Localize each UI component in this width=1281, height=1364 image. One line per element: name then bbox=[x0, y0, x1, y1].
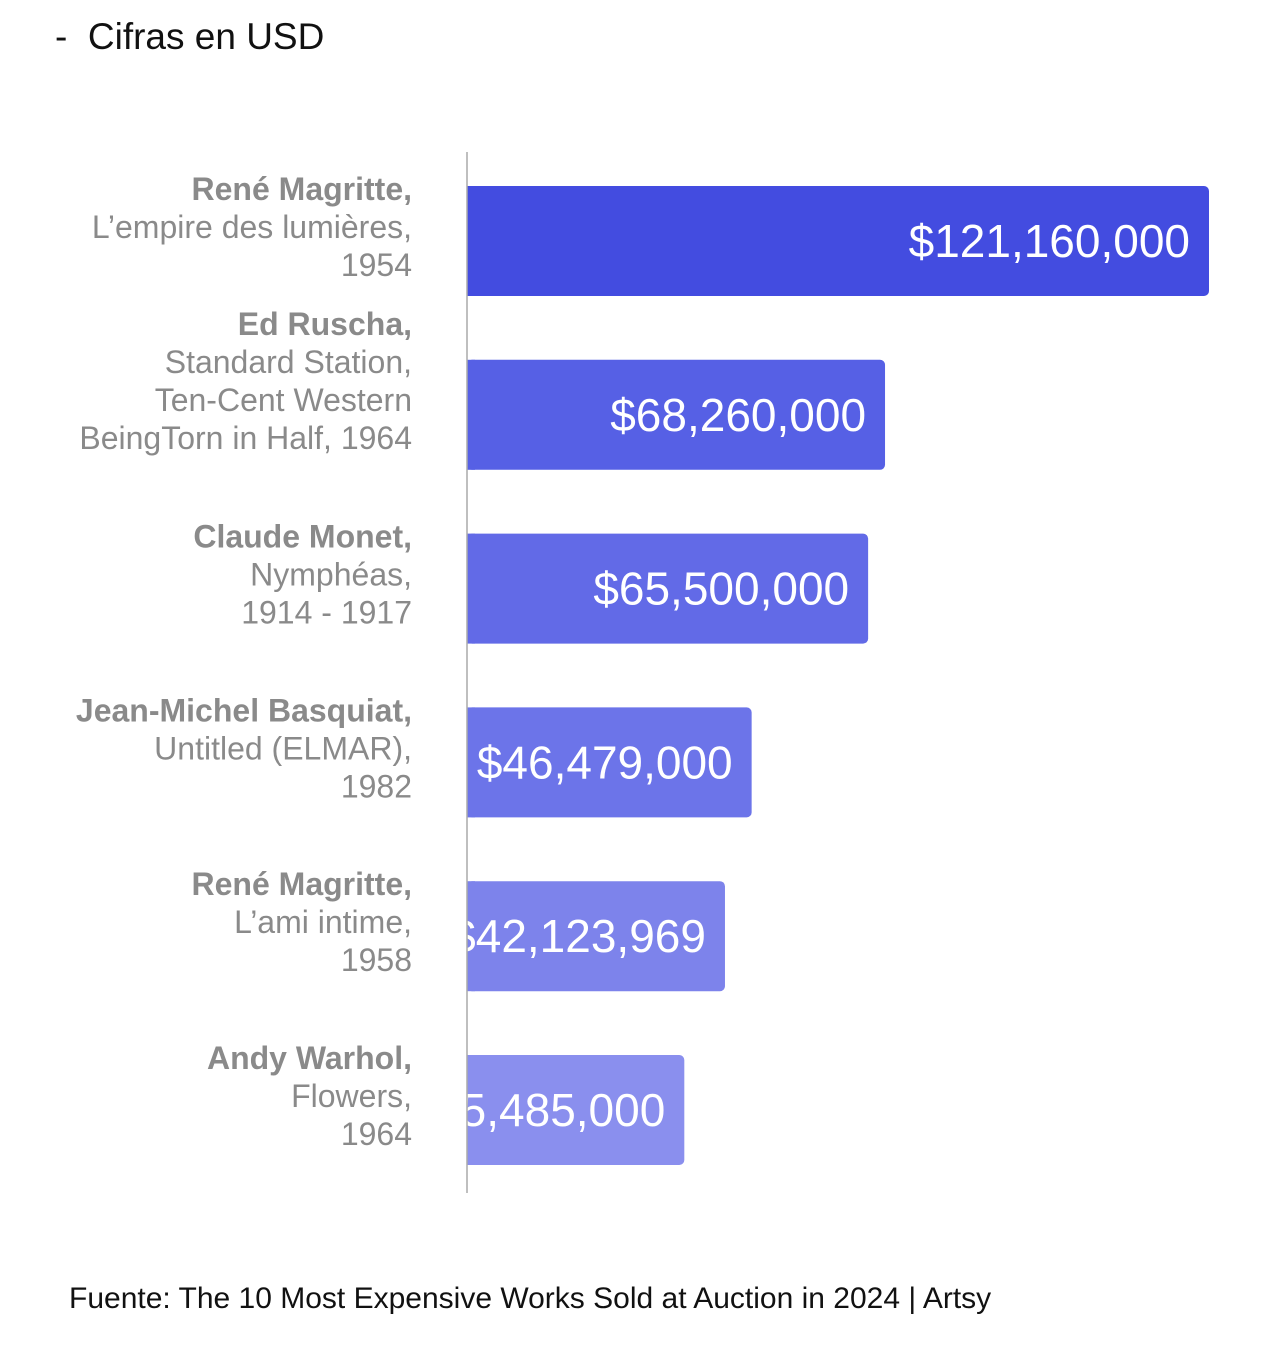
category-artist-label: René Magritte, bbox=[192, 171, 412, 207]
category-detail-label: 1958 bbox=[341, 942, 412, 978]
category-detail-label: L’empire des lumières, bbox=[92, 209, 412, 245]
category-detail-label: Nymphéas, bbox=[250, 557, 412, 593]
bar-1 bbox=[467, 186, 1209, 296]
bar-3-left-edge bbox=[467, 533, 475, 644]
chart-subtitle: - Cifras en USD bbox=[55, 16, 325, 57]
bar-value-label: $68,260,000 bbox=[610, 389, 866, 441]
bar-4-left-edge bbox=[467, 707, 475, 818]
category-detail-label: Flowers, bbox=[291, 1078, 412, 1114]
bar-6 bbox=[467, 1055, 685, 1165]
bar-value-label: $121,160,000 bbox=[909, 215, 1190, 267]
bar-value-label: $35,485,000 bbox=[410, 1084, 666, 1136]
category-detail-label: 1914 - 1917 bbox=[241, 595, 412, 631]
category-detail-label: Untitled (ELMAR), bbox=[154, 730, 412, 766]
category-artist-label: Andy Warhol, bbox=[207, 1040, 412, 1076]
bar-5-left-edge bbox=[467, 881, 475, 992]
category-detail-label: L’ami intime, bbox=[234, 904, 412, 940]
source-note: Fuente: The 10 Most Expensive Works Sold… bbox=[69, 1282, 992, 1315]
category-detail-label: 1954 bbox=[341, 247, 412, 283]
category-artist-label: René Magritte, bbox=[192, 866, 412, 902]
bar-5 bbox=[467, 881, 725, 992]
bar-6-left-edge bbox=[467, 1055, 475, 1165]
category-detail-label: Ten-Cent Western bbox=[155, 382, 412, 418]
category-detail-label: 1964 bbox=[341, 1116, 412, 1152]
bar-2 bbox=[467, 359, 886, 470]
bar-4 bbox=[467, 707, 752, 818]
bar-value-label: $65,500,000 bbox=[593, 563, 849, 615]
bar-value-label: $46,479,000 bbox=[477, 736, 733, 788]
category-detail-label: 1982 bbox=[341, 768, 412, 804]
category-detail-label: Standard Station, bbox=[165, 344, 412, 380]
category-artist-label: Jean-Michel Basquiat, bbox=[76, 692, 412, 728]
bar-2-left-edge bbox=[467, 359, 475, 470]
category-artist-label: Claude Monet, bbox=[193, 519, 412, 555]
bar-value-label: $42,123,969 bbox=[450, 910, 706, 962]
bar-1-left-edge bbox=[467, 186, 475, 296]
bar-3 bbox=[467, 533, 869, 644]
category-detail-label: BeingTorn in Half, 1964 bbox=[79, 420, 412, 456]
category-artist-label: Ed Ruscha, bbox=[238, 306, 412, 342]
